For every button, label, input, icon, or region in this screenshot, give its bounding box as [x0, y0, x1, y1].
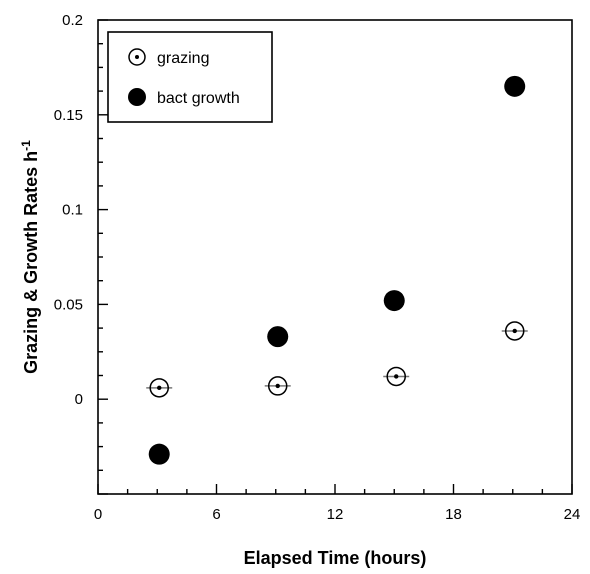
bact-growth-point [383, 290, 405, 312]
grazing-point [146, 378, 173, 398]
bact-growth-point [267, 326, 289, 348]
y-tick-label: 0.2 [62, 12, 83, 29]
y-tick-label: 0.1 [62, 202, 83, 219]
data-points [146, 75, 528, 465]
x-axis-ticks: 0 6 12 18 24 [94, 484, 581, 523]
x-tick-label: 0 [94, 506, 102, 523]
x-tick-label: 24 [564, 506, 581, 523]
grazing-point [264, 376, 291, 396]
x-tick-label: 12 [327, 506, 344, 523]
y-axis-ticks: 0 0.05 0.1 0.15 0.2 [54, 12, 108, 495]
legend: grazing bact growth [107, 31, 273, 123]
legend-label: bact growth [157, 90, 240, 107]
y-axis-title: Grazing & Growth Rates h-1 [19, 140, 41, 374]
x-tick-label: 18 [445, 506, 462, 523]
legend-marker-bact-growth [128, 88, 146, 106]
y-axis-title-main: Grazing & Growth Rates h [21, 151, 41, 374]
y-tick-label: 0 [75, 391, 83, 408]
legend-marker-grazing [128, 48, 146, 66]
y-tick-label: 0.05 [54, 296, 83, 313]
legend-box [107, 31, 273, 123]
x-tick-label: 6 [212, 506, 220, 523]
y-tick-label: 0.15 [54, 107, 83, 124]
bact-growth-point [504, 75, 526, 97]
grazing-point [501, 321, 528, 341]
bact-growth-point [148, 443, 170, 465]
legend-label: grazing [157, 50, 209, 67]
x-axis-title: Elapsed Time (hours) [244, 548, 427, 568]
grazing-point [383, 366, 410, 387]
y-axis-title-superscript: -1 [19, 140, 33, 151]
